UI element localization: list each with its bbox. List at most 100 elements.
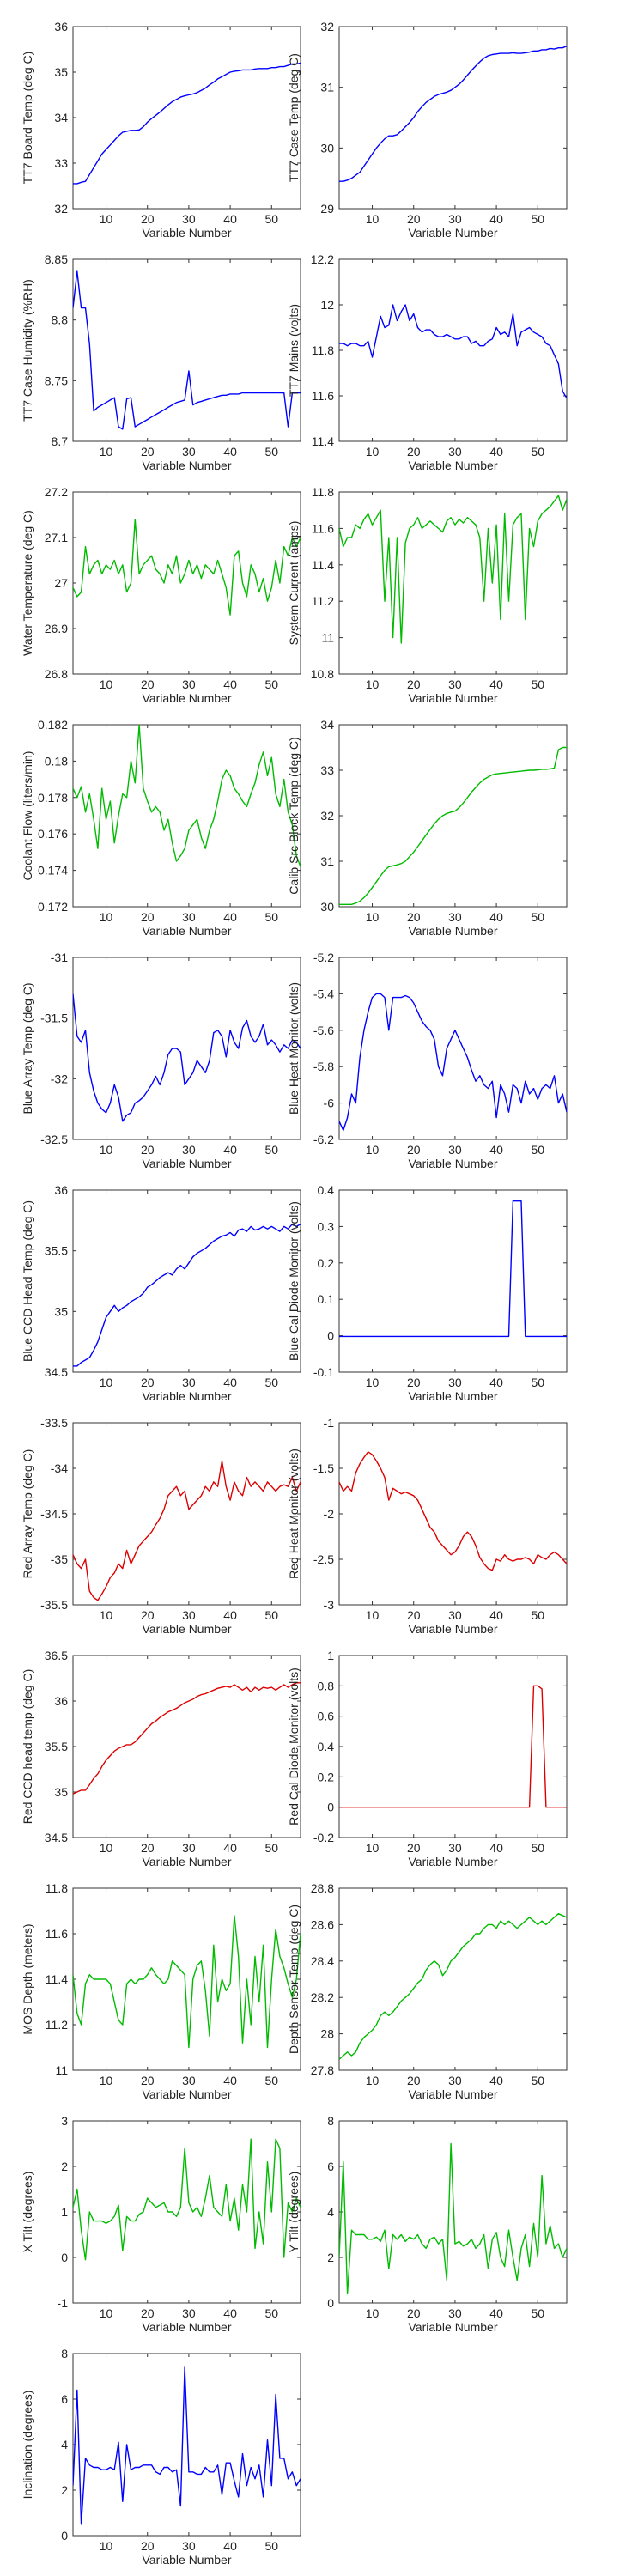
y-tick-label: -0.1 xyxy=(313,1365,334,1379)
x-tick-label: 30 xyxy=(182,910,196,924)
x-tick-label: 50 xyxy=(531,445,544,459)
x-tick-label: 30 xyxy=(182,1841,196,1855)
x-tick-label: 30 xyxy=(182,212,196,226)
y-axis-label: MOS Depth (meters) xyxy=(21,1923,34,2034)
plot-frame xyxy=(72,2353,301,2537)
chart-panel-9: 10 20 30 40 50 -6.2 -6 -5.8 -5.6 -5.4 -5.2 Variable… xyxy=(287,951,568,1170)
y-tick-label: 30 xyxy=(320,141,334,155)
y-axis-label: Water Temperature (deg C) xyxy=(21,510,34,656)
x-tick-label: 50 xyxy=(264,677,278,691)
chart-panel-13: 10 20 30 40 50 -3 -2.5 -2 -1.5 -1 Variable Number R… xyxy=(287,1416,568,1636)
chart-panel-18: 10 20 30 40 50 -1 0 1 2 3 Variable Number X Tilt (d… xyxy=(21,2114,301,2334)
chart-panel-19: 10 20 30 40 50 0 2 4 6 8 Variable Number Y Tilt (de… xyxy=(287,2114,568,2334)
y-axis-label: Blue Heat Monitor (volts) xyxy=(287,982,301,1115)
x-tick-label: 30 xyxy=(448,212,462,226)
y-axis-label: Red CCD head temp (deg C) xyxy=(21,1669,34,1825)
y-tick-label: -35.5 xyxy=(40,1598,68,1612)
x-tick-label: 30 xyxy=(448,2074,462,2087)
x-tick-label: 20 xyxy=(141,445,155,459)
y-tick-label: 3 xyxy=(61,2114,68,2128)
x-tick-label: 30 xyxy=(182,1143,196,1157)
x-axis-label: Variable Number xyxy=(408,1855,497,1868)
y-tick-label: 1 xyxy=(61,2205,68,2219)
series-line xyxy=(339,746,567,906)
y-tick-label: 11.4 xyxy=(312,434,334,448)
series-line xyxy=(339,45,567,182)
y-axis-label: Red Array Temp (deg C) xyxy=(21,1449,34,1579)
y-tick-label: 26.9 xyxy=(45,622,68,635)
plot-frame xyxy=(338,957,568,1140)
y-tick-label: 0 xyxy=(327,1329,334,1343)
y-tick-label: -5.4 xyxy=(313,987,334,1000)
x-tick-label: 50 xyxy=(264,1608,278,1622)
plot-frame xyxy=(72,1422,301,1606)
y-tick-label: 12 xyxy=(320,298,334,312)
y-axis-label: Blue Cal Diode Monitor (volts) xyxy=(287,1201,301,1361)
x-tick-label: 40 xyxy=(489,1376,503,1389)
y-tick-label: 27.1 xyxy=(45,531,68,544)
plot-frame xyxy=(338,2120,568,2304)
y-tick-label: 2 xyxy=(61,2160,68,2173)
series-line xyxy=(339,495,567,644)
y-tick-label: -35 xyxy=(51,1552,68,1566)
x-tick-label: 20 xyxy=(407,2306,421,2320)
x-tick-label: 50 xyxy=(531,1376,544,1389)
x-tick-label: 30 xyxy=(182,2074,196,2087)
y-tick-label: -31 xyxy=(51,951,68,964)
y-tick-label: 34 xyxy=(54,111,68,125)
series-line xyxy=(339,1451,567,1571)
x-tick-label: 40 xyxy=(223,1376,237,1389)
x-tick-label: 10 xyxy=(100,910,113,924)
y-tick-label: 0.2 xyxy=(318,1770,335,1783)
plot-frame xyxy=(338,491,568,675)
y-tick-label: 28.4 xyxy=(311,1954,334,1968)
y-tick-label: 28.6 xyxy=(311,1917,334,1931)
y-tick-label: 35 xyxy=(54,65,68,79)
x-tick-label: 10 xyxy=(100,1143,113,1157)
y-tick-label: 27.2 xyxy=(45,485,68,499)
x-tick-label: 20 xyxy=(407,1376,421,1389)
x-tick-label: 10 xyxy=(366,445,380,459)
y-tick-label: 35 xyxy=(54,1304,68,1318)
x-axis-label: Variable Number xyxy=(408,2320,497,2334)
x-tick-label: 30 xyxy=(448,677,462,691)
y-tick-label: -1 xyxy=(58,2296,69,2310)
y-tick-label: 35.5 xyxy=(45,1244,68,1258)
chart-panel-6: 10 20 30 40 50 0.172 0.174 0.176 0.178 0.18 0.182 V… xyxy=(21,718,301,938)
x-tick-label: 40 xyxy=(223,1143,237,1157)
y-tick-label: 0.18 xyxy=(45,754,68,768)
x-tick-label: 20 xyxy=(407,910,421,924)
x-tick-label: 50 xyxy=(264,2539,278,2553)
x-tick-label: 20 xyxy=(141,2539,155,2553)
y-tick-label: 10.8 xyxy=(311,667,334,681)
x-axis-label: Variable Number xyxy=(142,1622,231,1636)
x-tick-label: 40 xyxy=(489,212,503,226)
y-axis-label: Y Tilt (degrees) xyxy=(287,2172,301,2253)
y-tick-label: 6 xyxy=(327,2160,334,2173)
plot-frame xyxy=(338,26,568,210)
y-tick-label: -5.8 xyxy=(313,1060,334,1073)
chart-panel-14: 10 20 30 40 50 34.5 35 35.5 36 36.5 Variable Numbe… xyxy=(21,1649,301,1868)
y-axis-label: Blue CCD Head Temp (deg C) xyxy=(21,1200,34,1362)
x-axis-label: Variable Number xyxy=(142,924,231,938)
x-tick-label: 10 xyxy=(100,212,113,226)
y-tick-label: 8.8 xyxy=(52,313,69,327)
x-tick-label: 50 xyxy=(531,1608,544,1622)
y-tick-label: 0 xyxy=(327,2296,334,2310)
series-line xyxy=(73,519,301,616)
y-tick-label: 11.6 xyxy=(312,521,334,535)
x-axis-label: Variable Number xyxy=(408,1622,497,1636)
y-tick-label: 0.2 xyxy=(318,1256,335,1270)
chart-panel-15: 10 20 30 40 50 -0.2 0 0.2 0.4 0.6 0.8 1 Variable Num… xyxy=(287,1649,568,1868)
chart-panel-20: 10 20 30 40 50 0 2 4 6 8 Variable Number Inclinatio… xyxy=(21,2347,301,2567)
x-tick-label: 50 xyxy=(264,910,278,924)
y-axis-label: X Tilt (degrees) xyxy=(21,2172,34,2253)
x-tick-label: 50 xyxy=(531,910,544,924)
y-tick-label: 31 xyxy=(320,81,334,94)
chart-panel-11: 10 20 30 40 50 -0.1 0 0.1 0.2 0.3 0.4 Variable Numb… xyxy=(287,1183,568,1403)
x-tick-label: 50 xyxy=(531,677,544,691)
plot-frame xyxy=(72,957,301,1140)
plot-frame xyxy=(72,724,301,908)
series-line xyxy=(73,993,301,1122)
